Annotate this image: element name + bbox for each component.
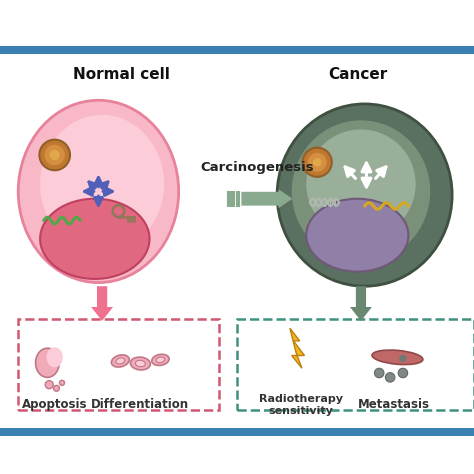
Text: Apoptosis: Apoptosis xyxy=(22,398,87,411)
Ellipse shape xyxy=(306,129,416,239)
Ellipse shape xyxy=(292,120,430,263)
Circle shape xyxy=(399,355,407,362)
Polygon shape xyxy=(290,328,304,368)
Circle shape xyxy=(50,150,60,160)
Circle shape xyxy=(374,368,384,378)
Circle shape xyxy=(302,148,332,177)
FancyArrow shape xyxy=(91,286,113,321)
Circle shape xyxy=(45,381,53,389)
Ellipse shape xyxy=(116,358,125,364)
Bar xyxy=(0,46,474,54)
Ellipse shape xyxy=(111,355,129,367)
Ellipse shape xyxy=(40,199,149,279)
Circle shape xyxy=(59,380,64,385)
Circle shape xyxy=(398,368,408,378)
Ellipse shape xyxy=(130,357,150,370)
Bar xyxy=(18,319,219,410)
Circle shape xyxy=(385,373,395,382)
Circle shape xyxy=(308,153,327,172)
Bar xyxy=(0,428,474,437)
Ellipse shape xyxy=(136,360,146,367)
Circle shape xyxy=(313,158,321,167)
Ellipse shape xyxy=(18,100,179,283)
Circle shape xyxy=(45,145,65,165)
Text: Metastasis: Metastasis xyxy=(358,398,430,411)
Text: Normal cell: Normal cell xyxy=(73,67,170,82)
Text: Carcinogenesis: Carcinogenesis xyxy=(200,161,314,174)
Ellipse shape xyxy=(46,347,63,367)
Ellipse shape xyxy=(36,348,59,377)
Circle shape xyxy=(54,385,59,391)
Text: Differentiation: Differentiation xyxy=(91,398,190,411)
FancyArrow shape xyxy=(350,286,372,321)
Text: Cancer: Cancer xyxy=(328,67,387,82)
Ellipse shape xyxy=(306,199,409,272)
Text: Radiotherapy
sensitivity: Radiotherapy sensitivity xyxy=(259,394,343,416)
Ellipse shape xyxy=(372,350,423,365)
Circle shape xyxy=(39,140,70,170)
Ellipse shape xyxy=(40,115,164,254)
Ellipse shape xyxy=(277,104,452,286)
FancyArrow shape xyxy=(241,189,292,208)
Bar xyxy=(237,319,474,410)
Ellipse shape xyxy=(152,354,169,365)
Ellipse shape xyxy=(156,357,165,363)
